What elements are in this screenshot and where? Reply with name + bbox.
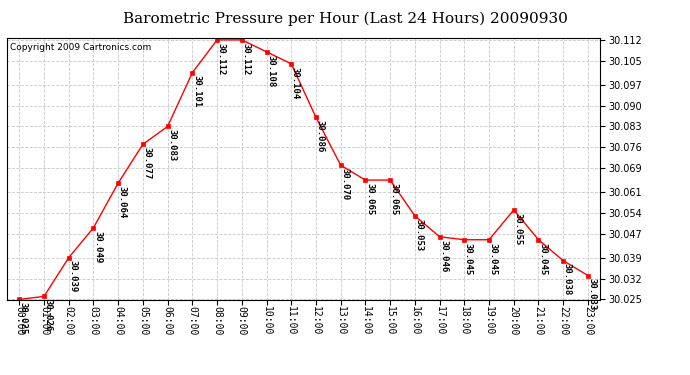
Text: 30.112: 30.112 [241,43,250,75]
Text: 30.049: 30.049 [93,231,102,263]
Text: 30.025: 30.025 [19,302,28,334]
Text: 30.033: 30.033 [588,278,597,310]
Text: 30.086: 30.086 [315,120,324,153]
Text: 30.104: 30.104 [291,66,300,99]
Text: Copyright 2009 Cartronics.com: Copyright 2009 Cartronics.com [10,43,151,52]
Text: 30.045: 30.045 [464,243,473,275]
Text: 30.039: 30.039 [68,260,77,292]
Text: 30.108: 30.108 [266,55,275,87]
Text: 30.046: 30.046 [440,240,449,272]
Text: 30.038: 30.038 [563,263,572,296]
Text: 30.055: 30.055 [513,213,522,245]
Text: Barometric Pressure per Hour (Last 24 Hours) 20090930: Barometric Pressure per Hour (Last 24 Ho… [123,11,567,26]
Text: 30.045: 30.045 [538,243,547,275]
Text: 30.065: 30.065 [390,183,399,215]
Text: 30.064: 30.064 [118,186,127,218]
Text: 30.065: 30.065 [365,183,374,215]
Text: 30.112: 30.112 [217,43,226,75]
Text: 30.053: 30.053 [415,219,424,251]
Text: 30.026: 30.026 [43,299,52,332]
Text: 30.083: 30.083 [167,129,176,161]
Text: 30.101: 30.101 [192,75,201,108]
Text: 30.070: 30.070 [340,168,349,200]
Text: 30.077: 30.077 [143,147,152,179]
Text: 30.045: 30.045 [489,243,497,275]
